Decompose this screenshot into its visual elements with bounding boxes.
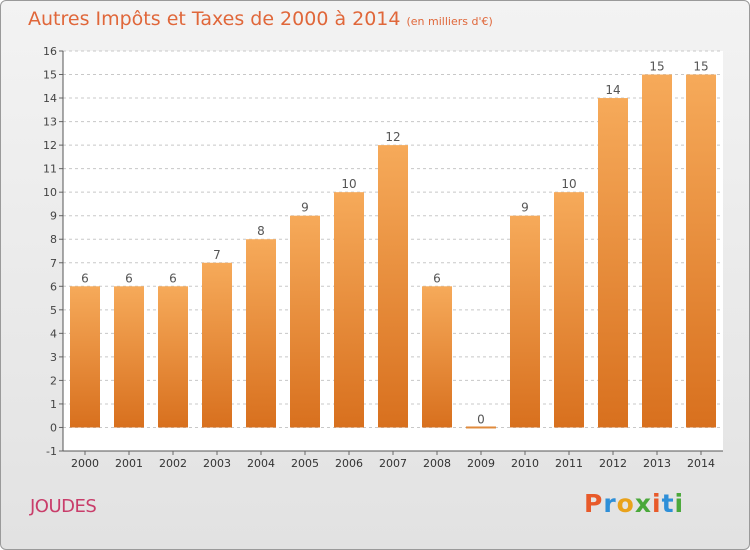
y-tick-label: 10 [43, 186, 57, 199]
chart-subtitle: (en milliers d'€) [406, 15, 493, 28]
y-tick-label: 1 [50, 398, 57, 411]
data-label: 9 [521, 201, 529, 215]
bar [334, 192, 364, 428]
x-tick-label: 2004 [247, 457, 275, 470]
bar [158, 286, 188, 428]
bar [422, 286, 452, 428]
proxiti-logo: Proxiti [584, 489, 684, 518]
y-tick-label: 4 [50, 327, 57, 340]
data-label: 6 [125, 271, 133, 285]
logo-letter: x [634, 489, 652, 518]
x-tick-label: 2001 [115, 457, 143, 470]
data-label: 7 [213, 248, 221, 262]
data-label: 8 [257, 224, 265, 238]
data-label: 0 [477, 412, 485, 426]
logo-letter: P [584, 489, 604, 518]
y-tick-label: 8 [50, 233, 57, 246]
x-tick-label: 2011 [555, 457, 583, 470]
x-tick-label: 2007 [379, 457, 407, 470]
y-tick-label: 9 [50, 210, 57, 223]
x-tick-label: 2012 [599, 457, 627, 470]
logo-letter: i [674, 489, 685, 518]
bar [642, 74, 672, 428]
bar [466, 426, 496, 429]
data-label: 14 [605, 83, 620, 97]
data-label: 9 [301, 201, 309, 215]
x-tick-label: 2002 [159, 457, 187, 470]
data-label: 6 [81, 271, 89, 285]
x-tick-label: 2008 [423, 457, 451, 470]
y-tick-label: -1 [46, 445, 57, 458]
y-tick-label: 7 [50, 257, 57, 270]
bar [686, 74, 716, 428]
bar [510, 215, 540, 428]
logo-letter: i [652, 489, 662, 518]
data-label: 15 [693, 60, 708, 74]
logo-letter: o [616, 489, 635, 518]
x-tick-label: 2009 [467, 457, 495, 470]
chart-title-text: Autres Impôts et Taxes de 2000 à 2014 [28, 8, 401, 30]
y-tick-label: 5 [50, 304, 57, 317]
y-tick-label: 15 [43, 69, 57, 82]
data-label: 6 [433, 271, 441, 285]
logo-letter: r [603, 489, 617, 518]
y-tick-label: 2 [50, 374, 57, 387]
x-tick-label: 2006 [335, 457, 363, 470]
bar [70, 286, 100, 428]
commune-name: JOUDES [30, 496, 97, 517]
bar [202, 262, 232, 428]
data-label: 12 [385, 130, 400, 144]
y-tick-label: 13 [43, 116, 57, 129]
x-tick-label: 2000 [71, 457, 99, 470]
y-tick-label: 11 [43, 163, 57, 176]
y-tick-label: 6 [50, 280, 57, 293]
bar [554, 192, 584, 428]
x-tick-label: 2010 [511, 457, 539, 470]
y-tick-label: 16 [43, 45, 57, 58]
data-label: 6 [169, 271, 177, 285]
data-label: 10 [561, 177, 576, 191]
data-label: 10 [341, 177, 356, 191]
x-tick-label: 2013 [643, 457, 671, 470]
data-label: 15 [649, 60, 664, 74]
bar [598, 98, 628, 428]
y-tick-label: 0 [50, 421, 57, 434]
x-tick-label: 2014 [687, 457, 715, 470]
logo-letter: t [661, 489, 675, 518]
bar [246, 239, 276, 428]
y-tick-label: 14 [43, 92, 57, 105]
bar [378, 145, 408, 428]
y-tick-label: 12 [43, 139, 57, 152]
y-tick-label: 3 [50, 351, 57, 364]
bar [290, 215, 320, 428]
x-tick-label: 2003 [203, 457, 231, 470]
chart-title: Autres Impôts et Taxes de 2000 à 2014 (en… [28, 8, 493, 30]
bar [114, 286, 144, 428]
x-tick-label: 2005 [291, 457, 319, 470]
